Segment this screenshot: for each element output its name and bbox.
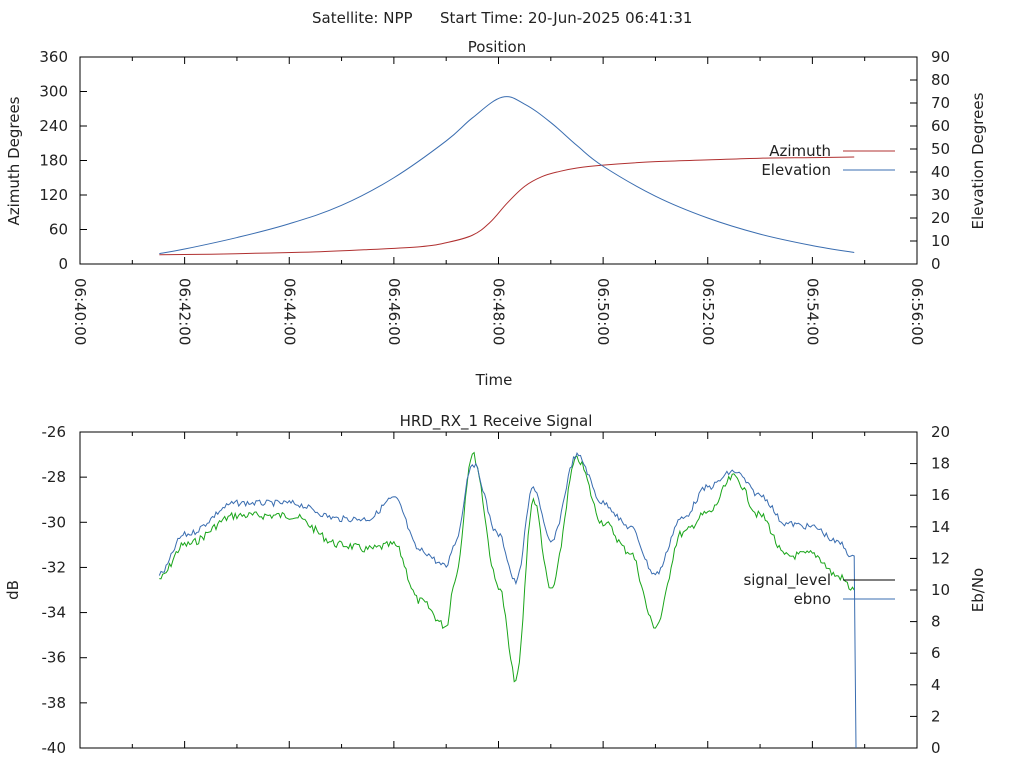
- header-start-time: Start Time: 20-Jun-2025 06:41:31: [440, 9, 692, 27]
- position-chart: Position Time Azimuth Degrees Elevation …: [5, 38, 987, 389]
- position-y-tick-label: 240: [39, 117, 68, 135]
- position-y2-tick-label: 30: [931, 186, 950, 204]
- signal-plot-frame: [79, 431, 918, 749]
- signal-chart-title: HRD_RX_1 Receive Signal: [400, 412, 593, 431]
- position-chart-title: Position: [468, 38, 526, 56]
- signal-y2-tick-label: 14: [931, 518, 950, 536]
- signal-y-tick-label: -26: [42, 423, 67, 441]
- position-y-tick-label: 180: [39, 152, 68, 170]
- position-y2-tick-label: 50: [931, 140, 950, 158]
- position-y-tick-label: 360: [39, 48, 68, 66]
- position-y-tick-label: 120: [39, 186, 68, 204]
- azimuth-series-line: [159, 156, 855, 256]
- signal-y2-axis-label: Eb/No: [969, 568, 987, 612]
- signal-y2-tick-label: 18: [931, 455, 950, 473]
- receive-signal-chart: HRD_RX_1 Receive Signal dB Eb/No -26 -28 -…: [4, 412, 987, 757]
- position-y-tick-label: 0: [58, 255, 68, 273]
- signal-y2-tick-label: 10: [931, 581, 950, 599]
- position-x-tick-label: 06:42:00: [176, 278, 194, 345]
- signal-y-tick-label: -34: [42, 604, 67, 622]
- position-y2-tick-label: 90: [931, 48, 950, 66]
- position-y-axis-label: Azimuth Degrees: [5, 96, 23, 225]
- header-satellite: Satellite: NPP: [312, 9, 413, 27]
- signal-y-tick-label: -32: [42, 558, 67, 576]
- signal-y2-tick-label: 16: [931, 486, 950, 504]
- position-x-tick-label: 06:44:00: [280, 278, 298, 345]
- signal-y-tick-label: -28: [42, 468, 67, 486]
- position-y2-tick-label: 0: [931, 255, 941, 273]
- position-x-axis-label: Time: [475, 371, 513, 389]
- position-y2-tick-label: 20: [931, 209, 950, 227]
- signal-y2-tick-label: 20: [931, 423, 950, 441]
- signal-y2-tick-label: 12: [931, 549, 950, 567]
- signal-y-tick-label: -36: [42, 649, 67, 667]
- signal-y2-tick-label: 6: [931, 644, 941, 662]
- position-y2-tick-label: 10: [931, 232, 950, 250]
- legend-ebno-label: ebno: [794, 590, 831, 608]
- legend-signal-level-label: signal_level: [743, 571, 831, 590]
- signal-y-axis-label: dB: [4, 580, 22, 600]
- position-y2-tick-label: 70: [931, 94, 950, 112]
- ebno-series-line: [158, 451, 857, 749]
- position-x-tick-label: 06:46:00: [385, 278, 403, 345]
- position-x-tick-label: 06:40:00: [71, 278, 89, 345]
- position-x-tick-label: 06:50:00: [594, 278, 612, 345]
- signal-y-tick-label: -40: [42, 739, 67, 757]
- position-y2-tick-label: 60: [931, 117, 950, 135]
- signal-y-tick-label: -38: [42, 694, 67, 712]
- position-y-tick-label: 60: [49, 221, 68, 239]
- position-x-tick-label: 06:56:00: [908, 278, 926, 345]
- signal-y2-tick-label: 2: [931, 707, 941, 725]
- position-x-tick-label: 06:54:00: [803, 278, 821, 345]
- position-x-tick-label: 06:52:00: [699, 278, 717, 345]
- signal-y2-tick-label: 0: [931, 739, 941, 757]
- signal-y2-tick-label: 4: [931, 676, 941, 694]
- position-y-tick-label: 300: [39, 83, 68, 101]
- legend-azimuth-label: Azimuth: [769, 142, 831, 160]
- legend-elevation-label: Elevation: [761, 161, 831, 179]
- position-x-tick-label: 06:48:00: [490, 278, 508, 345]
- position-y2-axis-label: Elevation Degrees: [969, 92, 987, 229]
- signal-y-tick-label: -30: [42, 513, 67, 531]
- signal-level-trace: [159, 451, 855, 683]
- signal-y2-tick-label: 8: [931, 613, 941, 631]
- position-y2-tick-label: 40: [931, 163, 950, 181]
- position-y2-tick-label: 80: [931, 71, 950, 89]
- elevation-series-line: [159, 96, 855, 255]
